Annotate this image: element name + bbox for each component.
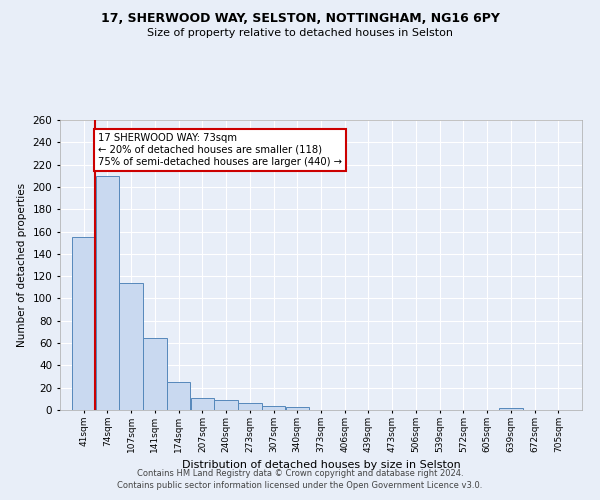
Text: 17, SHERWOOD WAY, SELSTON, NOTTINGHAM, NG16 6PY: 17, SHERWOOD WAY, SELSTON, NOTTINGHAM, N… [101, 12, 499, 26]
Bar [286, 406, 309, 410]
Bar [72, 237, 95, 410]
X-axis label: Distribution of detached houses by size in Selston: Distribution of detached houses by size … [182, 460, 460, 470]
Bar [262, 406, 285, 410]
Bar [167, 382, 190, 410]
Bar [214, 400, 238, 410]
Bar [119, 283, 143, 410]
Bar [499, 408, 523, 410]
Bar [238, 404, 262, 410]
Bar [143, 338, 167, 410]
Text: 17 SHERWOOD WAY: 73sqm
← 20% of detached houses are smaller (118)
75% of semi-de: 17 SHERWOOD WAY: 73sqm ← 20% of detached… [98, 134, 343, 166]
Text: Contains HM Land Registry data © Crown copyright and database right 2024.
Contai: Contains HM Land Registry data © Crown c… [118, 468, 482, 490]
Y-axis label: Number of detached properties: Number of detached properties [17, 183, 27, 347]
Bar [96, 176, 119, 410]
Bar [191, 398, 214, 410]
Text: Size of property relative to detached houses in Selston: Size of property relative to detached ho… [147, 28, 453, 38]
